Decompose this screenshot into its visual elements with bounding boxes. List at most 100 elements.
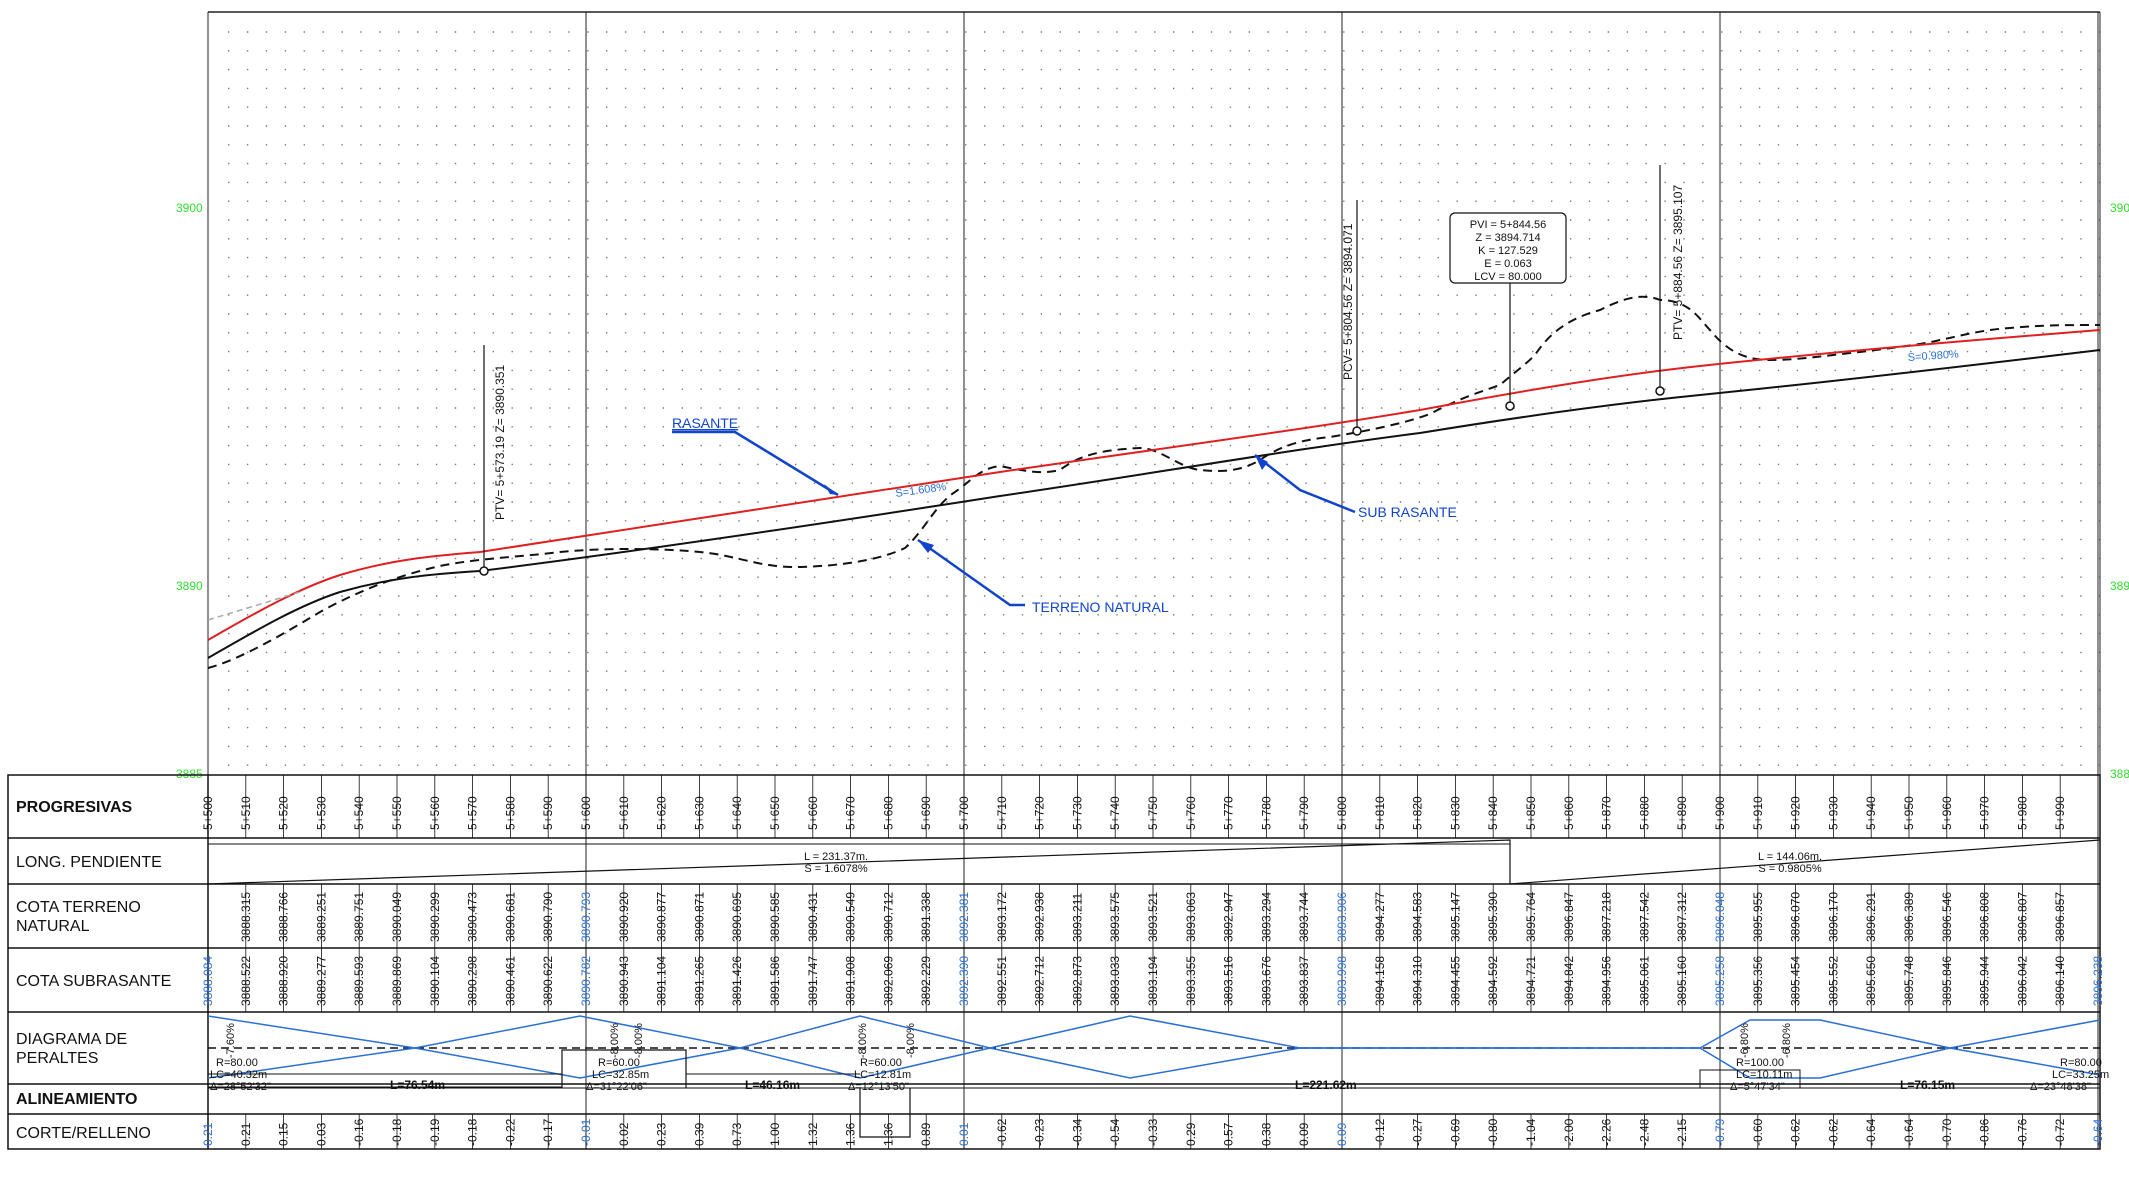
curve-2-delta: Δ=31°22'06": [586, 1081, 647, 1093]
terreno-arrowhead: [918, 540, 934, 553]
peralte-label-7: -6.80%: [1781, 1023, 1793, 1058]
corte-relleno-value: -2.48: [1637, 1118, 1651, 1146]
corte-relleno-value: -0.62: [995, 1118, 1009, 1146]
corte-relleno-value: -0.34: [1070, 1118, 1084, 1146]
cota-terreno-value: 3888.766: [277, 892, 291, 942]
grid-dot-pattern: [228, 31, 2101, 766]
cota-terreno-value: 3896.807: [2015, 892, 2029, 942]
long-pendiente-1-s: S = 1.6078%: [804, 863, 868, 875]
corte-relleno-value: 0.15: [277, 1122, 291, 1146]
cota-terreno-value: 3890.299: [428, 892, 442, 942]
elev-label-3900-right: 3900: [2110, 201, 2129, 215]
cota-subrasante-value: 3893.676: [1259, 956, 1273, 1006]
cota-subrasante-value: 3890.943: [617, 956, 631, 1006]
elev-label-3890-right: 3890: [2110, 579, 2129, 593]
cota-subrasante-value: 3895.846: [1940, 956, 1954, 1006]
cota-subrasante-value: 3894.721: [1524, 956, 1538, 1006]
station-label: 5+700: [957, 796, 971, 830]
curve-2-box: [561, 1049, 687, 1088]
curve-3-r: R=60.00: [860, 1057, 902, 1069]
cota-terreno-value: 3888.315: [239, 892, 253, 942]
station-label: 5+730: [1070, 796, 1084, 830]
row-label-peraltes-1: DIAGRAMA DE: [16, 1031, 127, 1048]
cota-subrasante-value: 3891.586: [768, 956, 782, 1006]
slope-label-2: S=0.980%: [1907, 348, 1959, 364]
cota-terreno-value: 3896.546: [1940, 892, 1954, 942]
station-label: 5+690: [919, 796, 933, 830]
rasante-callout: RASANTE: [672, 415, 738, 431]
cota-terreno-value: 3893.521: [1146, 892, 1160, 942]
cota-terreno-value: 3890.790: [541, 892, 555, 942]
curve-1-label: R=80.00 LC=40.32m Δ=28°52'32": [210, 1057, 271, 1093]
ptv2-annotation: PTV= 5+884.56 Z= 3895.107: [1671, 185, 1685, 340]
corte-relleno-value: 0.29: [1184, 1122, 1198, 1146]
cota-subrasante-value: 3892.551: [995, 956, 1009, 1006]
station-label: 5+740: [1108, 796, 1122, 830]
peralte-label-6: -6.80%: [1739, 1023, 1751, 1058]
corte-relleno-value: 0.57: [1222, 1122, 1236, 1146]
cota-terreno-value: 3889.751: [352, 892, 366, 942]
cota-subrasante-value: 3890.622: [541, 956, 555, 1006]
cota-subrasante-value: 3896.140: [2053, 956, 2067, 1006]
corte-relleno-value: -0.17: [541, 1118, 555, 1146]
station-label: 5+610: [617, 796, 631, 830]
cota-subrasante-value: 3891.908: [844, 956, 858, 1006]
station-label: 5+830: [1448, 796, 1462, 830]
pvi-line: PVI = 5+844.56: [1470, 219, 1546, 231]
corte-relleno-value: 0.39: [692, 1122, 706, 1146]
station-label: 5+630: [692, 796, 706, 830]
curve-1-lc: LC=40.32m: [210, 1069, 267, 1081]
curve-5-delta: Δ=23°48'38": [2030, 1081, 2091, 1093]
station-label: 5+510: [239, 796, 253, 830]
cota-subrasante-value: 3895.552: [1826, 956, 1840, 1006]
cota-subrasante-value: 3889.277: [314, 956, 328, 1006]
curve-4-label: R=100.00 LC=10.11m Δ=5°47'34": [1730, 1057, 1792, 1093]
peralte-label-1: -7.60%: [225, 1023, 237, 1058]
grid-dots: [228, 31, 2101, 766]
cota-terreno-value: 3892.947: [1222, 892, 1236, 942]
terreno-callout: TERRENO NATURAL: [1032, 599, 1169, 615]
old-profile-line: [207, 591, 301, 621]
station-label: 5+540: [352, 796, 366, 830]
corte-relleno-value: -0.16: [352, 1118, 366, 1146]
cota-subrasante-value: 3894.842: [1562, 956, 1576, 1006]
cota-terreno-value: 3896.048: [1713, 892, 1727, 942]
row-label-peraltes-2: PERALTES: [16, 1050, 98, 1067]
cota-terreno-value: 3896.070: [1789, 892, 1803, 942]
station-label: 5+880: [1637, 796, 1651, 830]
station-label: 5+990: [2053, 796, 2067, 830]
cota-subrasante-value: 3896.042: [2015, 956, 2029, 1006]
pcv-marker: [1352, 426, 1362, 436]
tangent-2-label: L=46.16m: [745, 1078, 800, 1092]
station-label: 5+950: [1902, 796, 1916, 830]
cota-subrasante-value: 3894.310: [1411, 956, 1425, 1006]
station-label: 5+810: [1373, 796, 1387, 830]
station-label: 5+820: [1411, 796, 1425, 830]
station-label: 5+560: [428, 796, 442, 830]
corte-relleno-value: 0.21: [201, 1122, 215, 1146]
station-label: 5+720: [1033, 796, 1047, 830]
station-label: 5+570: [466, 796, 480, 830]
elev-label-3885: 3885: [176, 767, 203, 781]
curve-3-lc: LC=12.81m: [854, 1069, 911, 1081]
curve-4-r: R=100.00: [1736, 1057, 1784, 1069]
cota-subrasante-value: 3893.516: [1222, 956, 1236, 1006]
cota-terreno-value: 3893.172: [995, 892, 1009, 942]
cota-terreno-value: 3895.390: [1486, 892, 1500, 942]
pvi-box-text: PVI = 5+844.56 Z = 3894.714 K = 127.529 …: [1470, 219, 1546, 283]
row-label-cota-subrasante: COTA SUBRASANTE: [16, 973, 171, 990]
corte-relleno-value: 0.03: [314, 1122, 328, 1146]
cota-subrasante-value: 3896.238: [2091, 956, 2105, 1006]
station-label: 5+780: [1259, 796, 1273, 830]
corte-relleno-value: 0.09: [1335, 1122, 1349, 1146]
cota-subrasante-value: 3891.104: [655, 956, 669, 1006]
station-label: 5+970: [1978, 796, 1992, 830]
curve-4-box: [1699, 1069, 1801, 1088]
corte-relleno-value: -0.70: [1940, 1118, 1954, 1146]
cota-subrasante-value: 3892.069: [881, 956, 895, 1006]
profile-panel: 3900 3900 3890 3890 3885 3885 PTV= 5+573…: [176, 11, 2129, 1149]
tangent-4-label: L=76.15m: [1900, 1078, 1955, 1092]
station-columns: 5+500 5+510 5+520 5+530 5+540 5+550 5+560 5+570…: [201, 775, 2105, 1149]
station-label: 5+580: [503, 796, 517, 830]
cota-subrasante-value: 3889.869: [390, 956, 404, 1006]
